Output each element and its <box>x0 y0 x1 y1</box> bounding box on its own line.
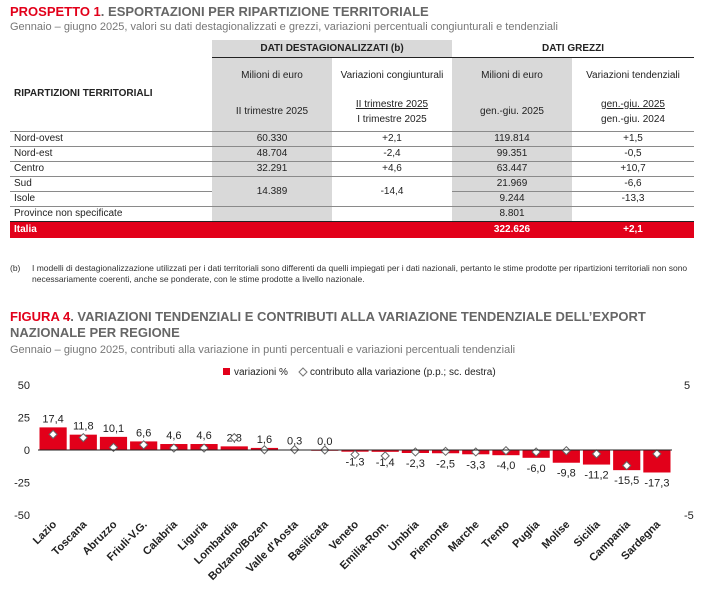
figure-subtitle: Gennaio – giugno 2025, contributi alla v… <box>10 344 516 356</box>
contribution-marker-12 <box>410 447 421 457</box>
period-cong: II trimestre 2025 I trimestre 2025 <box>332 93 452 131</box>
data-label: -11,2 <box>584 470 608 482</box>
contribution-marker-17 <box>561 445 572 456</box>
contribution-marker-14 <box>471 447 481 457</box>
period-cong-den: I trimestre 2025 <box>357 113 427 125</box>
table-row: Sud 14.389 -14,4 21.969 -6,6 <box>10 175 694 206</box>
data-label: 17,4 <box>42 413 63 425</box>
period-dest: II trimestre 2025 <box>212 93 332 131</box>
table-row: Centro 32.291 +4,6 63.447 +10,7 <box>10 160 694 176</box>
contribution-marker-15 <box>501 445 511 456</box>
period-tend: gen.-giu. 2025 gen.-giu. 2024 <box>572 93 694 131</box>
table-title: PROSPETTO 1. ESPORTAZIONI PER RIPARTIZIO… <box>10 4 429 19</box>
bar-19 <box>613 450 641 471</box>
y-right-tick-label: 5 <box>684 380 690 392</box>
data-label: -2,3 <box>406 458 425 470</box>
contribution-marker-6 <box>229 432 239 443</box>
data-label: 6,6 <box>136 427 151 439</box>
legend-marker-diamond <box>298 367 308 377</box>
header-var-tend: Variazioni tendenziali <box>586 69 680 81</box>
data-label: -9,8 <box>557 468 576 480</box>
y-left-tick-label: -25 <box>14 478 30 490</box>
contribution-marker-2 <box>108 442 119 453</box>
data-label: -2,5 <box>436 458 455 470</box>
y-left-tick-label: 0 <box>24 445 30 457</box>
data-label: -1,4 <box>376 457 395 469</box>
header-milioni-dest: Milioni di euro <box>212 57 332 93</box>
legend-swatch-bar <box>223 368 230 375</box>
legend-label-bar: variazioni % <box>234 367 288 378</box>
category-label: Molise <box>540 519 573 552</box>
table-row-italia: Italia 322.626 +2,1 <box>10 220 694 238</box>
y-left-tick-label: 25 <box>18 413 30 425</box>
merged-sud-isole-milioni: 14.389 <box>212 175 332 206</box>
table-row: Isole 9.244 -13,3 <box>10 190 694 206</box>
footnote-mark: (b) <box>10 263 21 273</box>
contribution-marker-13 <box>440 446 451 457</box>
data-label: -6,0 <box>527 463 546 475</box>
data-label: 4,6 <box>166 430 181 442</box>
y-left-tick-label: 50 <box>18 380 30 392</box>
contribution-marker-10 <box>350 449 360 460</box>
header-ripartizioni: RIPARTIZIONI TERRITORIALI <box>14 88 153 100</box>
category-label: Marche <box>446 519 482 555</box>
contribution-marker-3 <box>138 440 149 450</box>
figure-title-rest: . VARIAZIONI TENDENZIALI E CONTRIBUTI AL… <box>10 309 646 340</box>
data-label: -3,3 <box>466 459 485 471</box>
y-right-tick-label: -5 <box>684 510 694 522</box>
regional-export-chart: 50 25 0 -25 -50 5 -5 variazioni % contributo all… <box>14 367 694 583</box>
data-label: 0,3 <box>287 436 302 448</box>
data-label: -17,3 <box>644 477 669 489</box>
footnote-text: I modelli di destagionalizzazione utiliz… <box>32 263 688 284</box>
bar-20 <box>643 450 671 473</box>
period-grezzi: gen.-giu. 2025 <box>452 93 572 131</box>
data-label: 0,0 <box>317 436 332 448</box>
table-footnote: (b) I modelli di destagionalizzazione ut… <box>10 263 700 285</box>
category-label: Lazio <box>31 518 60 547</box>
y-left-tick-label: -50 <box>14 510 30 522</box>
table-row: Nord-est 48.704 -2,4 99.351 -0,5 <box>10 145 694 161</box>
contribution-marker-18 <box>591 449 602 459</box>
data-label: -1,3 <box>346 457 365 469</box>
contribution-marker-19 <box>622 460 632 471</box>
legend-label-diamond: contributo alla variazione (p.p.; sc. de… <box>310 367 496 378</box>
bar-6 <box>220 446 248 450</box>
data-label: 10,1 <box>103 423 124 435</box>
data-label: 4,6 <box>196 430 211 442</box>
table-row: Nord-ovest 60.330 +2,1 119.814 +1,5 <box>10 130 694 146</box>
data-label: 11,8 <box>73 421 94 433</box>
merged-sud-isole-var: -14,4 <box>332 175 452 206</box>
bar-11 <box>371 450 399 452</box>
header-grezzi: DATI GREZZI <box>452 40 694 58</box>
data-label: -4,0 <box>496 460 515 472</box>
contribution-marker-11 <box>380 451 390 461</box>
bar-17 <box>552 450 580 463</box>
category-label: Calabria <box>141 518 181 558</box>
period-tend-den: gen.-giu. 2024 <box>601 113 665 125</box>
header-dest: DATI DESTAGIONALIZZATI (b) <box>212 40 452 58</box>
figure-title: FIGURA 4. VARIAZIONI TENDENZIALI E CONTR… <box>10 309 710 341</box>
table-row: Province non specificate 8.801 <box>10 205 694 221</box>
period-cong-num: II trimestre 2025 <box>355 98 429 110</box>
figure-title-prefix: FIGURA 4 <box>10 309 71 324</box>
period-tend-num: gen.-giu. 2025 <box>601 98 665 110</box>
category-label: Puglia <box>510 518 542 550</box>
header-milioni-grezzi: Milioni di euro <box>452 57 572 93</box>
data-label: 1,6 <box>257 434 272 446</box>
table-title-rest: . ESPORTAZIONI PER RIPARTIZIONE TERRITOR… <box>100 4 429 19</box>
contribution-marker-20 <box>652 449 662 459</box>
table-title-prefix: PROSPETTO 1 <box>10 4 101 19</box>
export-table: DATI DESTAGIONALIZZATI (b) DATI GREZZI R… <box>10 40 694 238</box>
category-label: Trento <box>480 518 512 550</box>
data-label: -15,5 <box>614 475 639 487</box>
header-var-cong: Variazioni congiunturali <box>340 69 444 81</box>
table-subtitle: Gennaio – giugno 2025, valori su dati de… <box>10 21 558 33</box>
contribution-marker-1 <box>78 432 88 443</box>
contribution-marker-0 <box>48 429 58 440</box>
